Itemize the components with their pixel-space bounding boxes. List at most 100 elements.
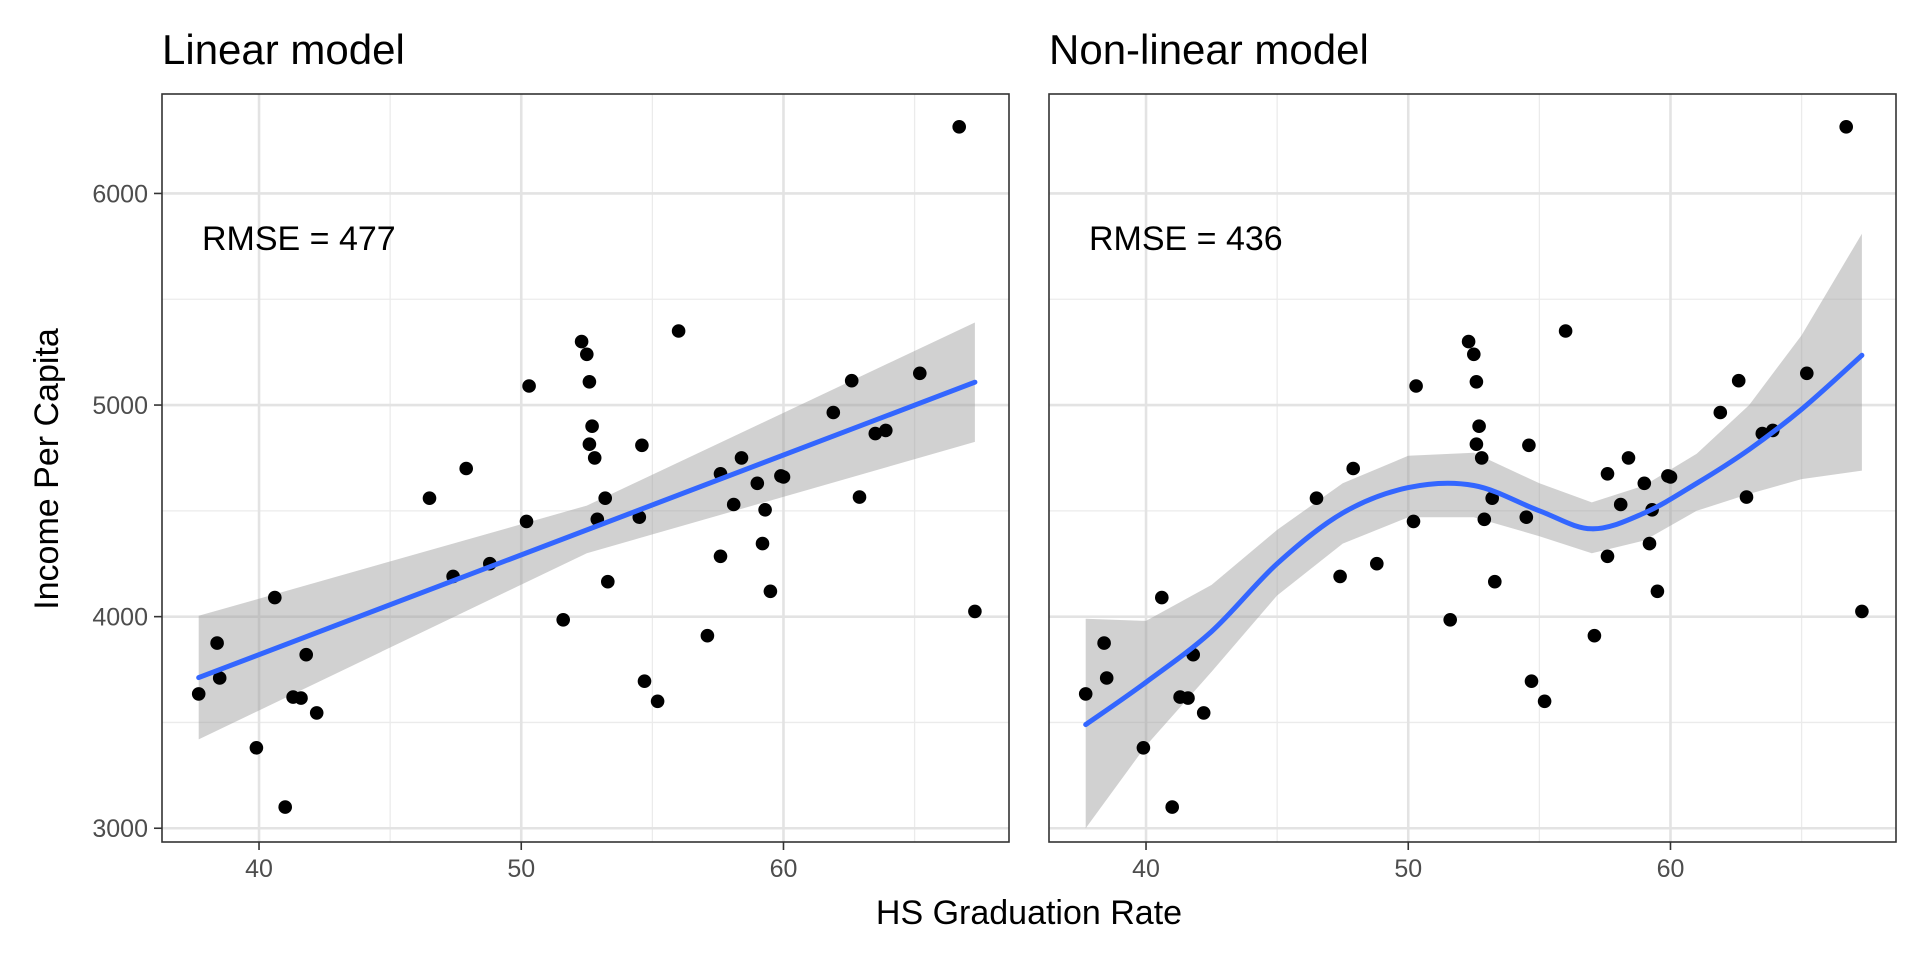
data-point — [582, 437, 597, 452]
data-point — [1078, 687, 1093, 701]
y-tick-label: 4000 — [92, 604, 148, 632]
data-point — [1333, 569, 1347, 584]
data-point — [1621, 451, 1636, 465]
data-point — [191, 687, 206, 701]
data-point — [1537, 694, 1552, 709]
data-point — [601, 574, 615, 589]
y-tick-label: 3000 — [92, 815, 148, 843]
panel-border — [1048, 93, 1897, 843]
data-point — [637, 674, 652, 688]
data-point — [268, 590, 282, 605]
fit-line — [196, 379, 978, 681]
data-point — [299, 647, 314, 662]
data-point — [1522, 438, 1536, 453]
data-point — [587, 451, 602, 465]
data-point — [1467, 347, 1481, 362]
plot-area — [162, 94, 1009, 842]
data-point — [212, 671, 227, 685]
x-tick-label: 50 — [1394, 855, 1422, 883]
data-point — [1485, 491, 1499, 506]
y-axis-title: Income Per Capita — [28, 328, 66, 610]
panel-title: Non-linear model — [1049, 26, 1369, 73]
data-point — [1370, 556, 1384, 571]
data-point — [1613, 497, 1628, 512]
data-point — [598, 491, 612, 506]
data-point — [522, 379, 536, 393]
data-point — [826, 405, 841, 420]
data-point — [1196, 706, 1211, 720]
data-point — [1461, 334, 1476, 349]
rmse-annotation: RMSE = 477 — [202, 220, 396, 258]
y-tick-label: 5000 — [92, 392, 148, 420]
data-point — [1469, 375, 1484, 389]
data-point — [1469, 437, 1484, 452]
data-point — [1181, 691, 1195, 705]
x-axis-title: HS Graduation Rate — [876, 894, 1182, 932]
fit-line — [1083, 352, 1865, 728]
data-point — [294, 691, 308, 705]
data-point — [1097, 636, 1111, 650]
data-point — [1642, 536, 1657, 551]
data-point — [726, 497, 741, 512]
data-point — [700, 628, 715, 643]
data-point — [580, 347, 594, 362]
data-point — [758, 503, 772, 517]
y-tick-label: 6000 — [92, 180, 148, 208]
data-point — [750, 476, 765, 491]
x-tick-label: 60 — [1657, 855, 1685, 883]
data-point — [459, 461, 474, 476]
data-point — [210, 636, 224, 650]
data-point — [1474, 451, 1489, 465]
data-point — [519, 514, 534, 529]
non-linear-model-panel: 40 50 60 Non-linear model RMSE = 436 — [1048, 26, 1897, 883]
data-point — [1346, 461, 1360, 476]
data-point — [671, 324, 686, 338]
data-point — [1406, 514, 1421, 529]
data-point — [952, 120, 966, 134]
data-point — [1600, 549, 1615, 564]
x-tick-label: 40 — [1132, 855, 1160, 883]
data-point — [1587, 628, 1602, 643]
data-point — [650, 694, 665, 709]
panel-border — [161, 93, 1010, 843]
data-point — [776, 470, 791, 484]
data-point — [1136, 741, 1151, 755]
x-tick-label: 60 — [770, 855, 798, 883]
x-tick-label: 50 — [507, 855, 535, 883]
data-point — [734, 451, 749, 465]
data-point — [844, 373, 859, 388]
x-tick-label: 40 — [245, 855, 273, 883]
data-point — [868, 426, 883, 441]
data-point — [763, 584, 778, 599]
data-point — [309, 706, 324, 720]
data-point — [713, 549, 728, 564]
data-point — [1099, 671, 1114, 685]
data-point — [1800, 366, 1814, 381]
data-point — [249, 741, 264, 755]
data-point — [278, 800, 293, 814]
data-point — [585, 419, 599, 434]
data-point — [1309, 491, 1324, 506]
data-point — [582, 375, 597, 389]
data-point — [968, 604, 982, 619]
data-point — [755, 536, 770, 551]
rmse-annotation: RMSE = 436 — [1089, 220, 1283, 258]
data-point — [556, 613, 570, 627]
data-point — [635, 438, 649, 453]
data-point — [1558, 324, 1573, 338]
linear-model-panel: 40 50 60 3000 4000 5000 6000 Linear model RMSE =… — [92, 26, 1010, 883]
data-point — [1443, 613, 1457, 627]
data-point — [1739, 490, 1754, 504]
data-point — [1600, 467, 1615, 481]
data-point — [1472, 419, 1486, 434]
data-point — [1155, 590, 1169, 605]
plot-area — [1049, 94, 1896, 842]
data-point — [879, 423, 893, 438]
data-point — [852, 490, 867, 504]
data-point — [1524, 674, 1539, 688]
panel-title: Linear model — [162, 26, 405, 73]
data-point — [1165, 800, 1179, 814]
data-point — [1477, 512, 1492, 527]
data-point — [1713, 405, 1728, 420]
